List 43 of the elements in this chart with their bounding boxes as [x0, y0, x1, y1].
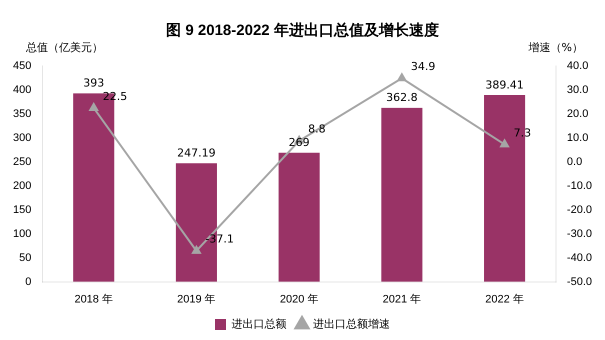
y-tick-label: 450 — [12, 60, 32, 72]
legend-label: 进出口总额 — [232, 318, 286, 331]
y2-tick-label: -30.0 — [566, 228, 592, 240]
chart-title: 图 9 2018-2022 年进出口总值及增长速度 — [166, 21, 439, 40]
y-tick-label: 0 — [25, 276, 32, 288]
data-label: 269 — [288, 136, 310, 150]
y2-tick-label: 0.0 — [566, 156, 582, 168]
data-label: 8.8 — [308, 122, 326, 136]
x-tick-label: 2022 年 — [485, 293, 524, 306]
data-label: 393 — [83, 76, 104, 90]
y-tick-label: 300 — [12, 132, 32, 144]
y-tick-label: 350 — [12, 108, 32, 120]
y-axis-title: 总值（亿美元） — [26, 40, 103, 55]
y2-tick-label: -50.0 — [566, 276, 592, 288]
y2-axis-title: 增速（%） — [528, 40, 583, 55]
legend-label: 进出口总额增速 — [313, 318, 390, 331]
bar — [381, 108, 422, 282]
point — [192, 246, 201, 254]
y2-tick-label: -10.0 — [566, 180, 592, 192]
y-tick-label: 200 — [12, 180, 32, 192]
x-tick-label: 2019 年 — [177, 293, 216, 306]
y-tick-label: 100 — [12, 228, 32, 240]
y-tick-label: 400 — [12, 84, 32, 96]
y2-tick-label: -20.0 — [566, 204, 592, 216]
y2-tick-label: -40.0 — [566, 252, 592, 264]
data-label: 389.41 — [485, 78, 524, 92]
bar — [278, 152, 320, 282]
point — [397, 73, 406, 82]
x-tick-label: 2021 年 — [382, 293, 422, 306]
y2-tick-label: 40.0 — [566, 60, 588, 72]
x-tick-label: 2018 年 — [74, 293, 113, 306]
point — [89, 102, 98, 111]
y-tick-label: 50 — [19, 252, 32, 264]
data-label: 34.9 — [410, 60, 436, 74]
y-tick-label: 250 — [12, 156, 32, 168]
point — [500, 139, 510, 148]
y-tick-label: 150 — [12, 204, 32, 216]
y2-tick-label: 30.0 — [566, 84, 588, 96]
y2-tick-label: 10.0 — [566, 132, 588, 144]
x-tick-label: 2020 年 — [280, 293, 318, 306]
data-label: 247.19 — [177, 146, 216, 160]
y2-tick-label: 20.0 — [566, 108, 588, 120]
data-label: 362.8 — [386, 91, 418, 104]
